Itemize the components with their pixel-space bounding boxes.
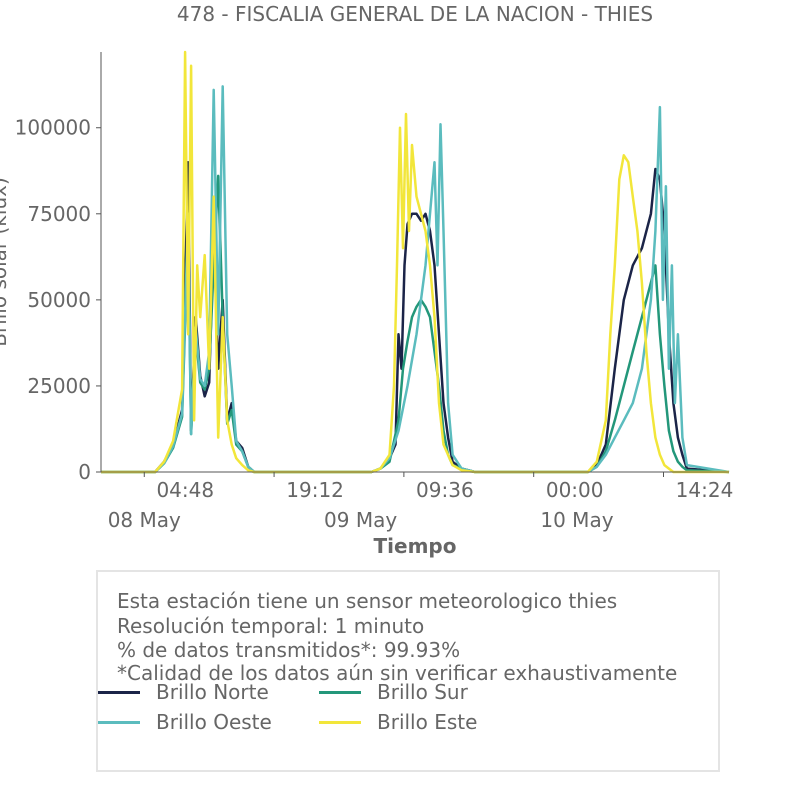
chart-title: 478 - FISCALIA GENERAL DE LA NACION - TH… — [177, 2, 653, 26]
legend-label-brillo-este: Brillo Este — [377, 710, 478, 734]
x-tick-label: 04:48 — [156, 478, 214, 502]
axes-layer: 0 25000 50000 75000 100000 04:48 19:12 09:36 00:… — [15, 52, 734, 532]
info-temporal-resolution: Resolución temporal: 1 minuto — [117, 614, 425, 638]
legend-swatch-brillo-oeste — [98, 721, 140, 724]
x-date-label: 10 May — [540, 508, 613, 532]
x-axis-label: Tiempo — [374, 534, 457, 558]
series-layer — [101, 50, 730, 474]
legend-swatch-brillo-sur — [319, 691, 361, 694]
series-line-3 — [101, 50, 729, 474]
legend-swatch-brillo-este — [319, 721, 361, 724]
legend-swatch-brillo-norte — [98, 691, 140, 694]
y-tick-label: 100000 — [15, 116, 91, 140]
info-data-quality-note: *Calidad de los datos aún sin verificar … — [117, 661, 678, 685]
info-station-sensor: Esta estación tiene un sensor meteorolog… — [117, 589, 618, 613]
x-tick-label: 00:00 — [546, 478, 604, 502]
x-date-label: 08 May — [108, 508, 181, 532]
x-tick-label: 14:24 — [676, 478, 734, 502]
y-axis-label: Brillo solar (klux) — [0, 177, 11, 347]
legend-label-brillo-oeste: Brillo Oeste — [156, 710, 272, 734]
info-data-transmitted: % de datos transmitidos*: 99.93% — [117, 638, 461, 662]
info-box — [96, 570, 720, 772]
legend-label-brillo-sur: Brillo Sur — [377, 680, 468, 704]
y-tick-label: 50000 — [27, 288, 91, 312]
x-date-label: 09 May — [324, 508, 397, 532]
y-tick-label: 0 — [78, 460, 91, 484]
x-tick-label: 09:36 — [416, 478, 474, 502]
y-tick-label: 75000 — [27, 202, 91, 226]
legend-label-brillo-norte: Brillo Norte — [156, 680, 269, 704]
chart: 478 - FISCALIA GENERAL DE LA NACION - TH… — [0, 2, 734, 558]
x-tick-label: 19:12 — [286, 478, 344, 502]
y-tick-label: 25000 — [27, 374, 91, 398]
